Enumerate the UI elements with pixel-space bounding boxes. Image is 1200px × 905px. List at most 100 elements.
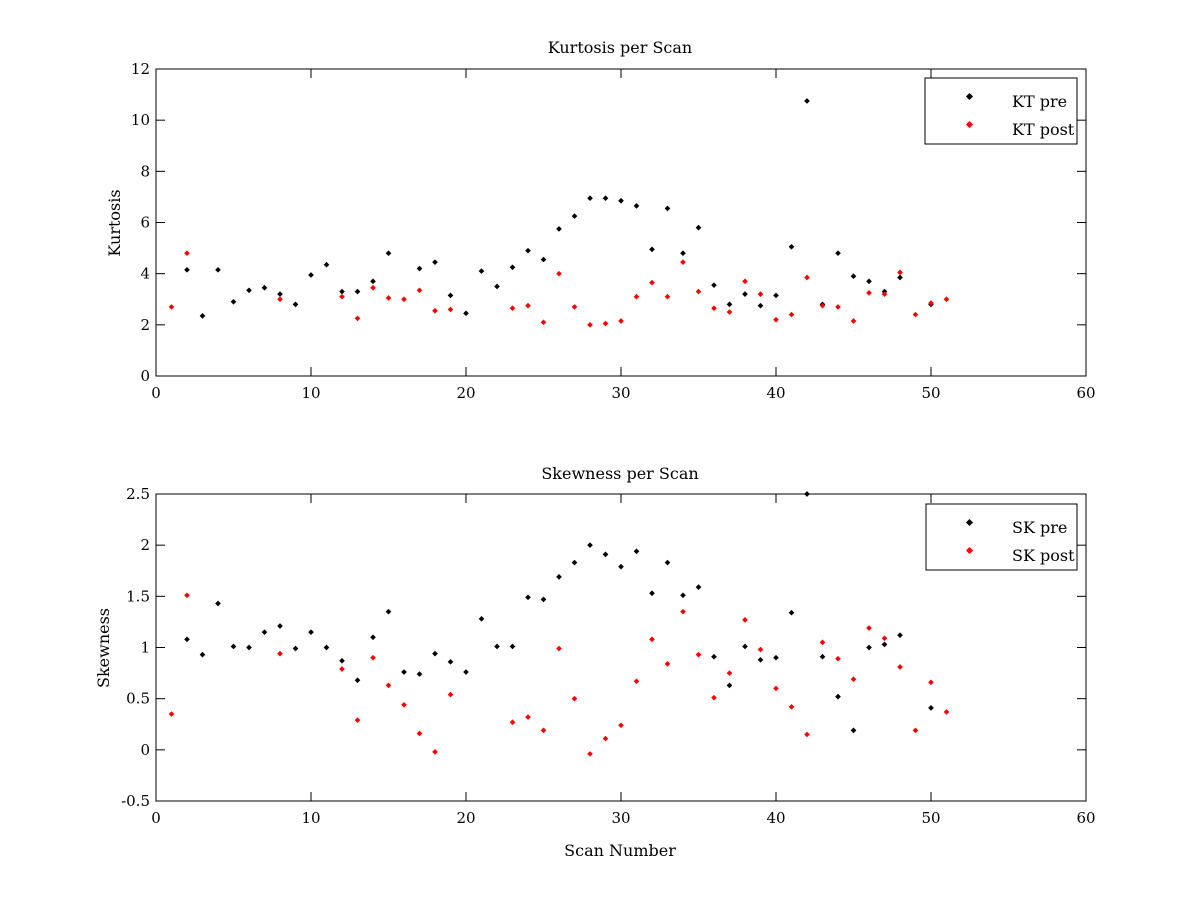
y-tick-label: 10 <box>131 111 150 129</box>
skewness-legend-label-pre: SK pre <box>1012 518 1067 537</box>
data-point-post <box>711 305 717 312</box>
data-point-pre <box>525 247 531 254</box>
data-point-post <box>757 291 764 297</box>
data-point-pre <box>835 693 841 700</box>
data-point-pre <box>199 651 206 658</box>
data-point-post <box>897 664 903 670</box>
data-point-pre <box>385 250 392 257</box>
skewness-legend-box <box>925 503 1078 571</box>
data-point-pre <box>463 310 469 317</box>
data-point-post <box>587 322 593 328</box>
x-tick-label: 60 <box>1076 809 1095 827</box>
data-point-pre <box>587 195 593 202</box>
data-point-post <box>757 646 764 653</box>
kurtosis-data-points <box>168 98 950 328</box>
data-point-post <box>788 704 795 710</box>
data-point-pre <box>308 272 314 278</box>
data-point-pre <box>184 267 190 273</box>
y-tick-label: 0.5 <box>126 690 150 708</box>
x-tick-label: 30 <box>611 384 630 402</box>
data-point-post <box>881 291 888 297</box>
data-point-post <box>835 655 841 662</box>
data-point-post <box>726 670 733 676</box>
data-point-pre <box>385 608 392 615</box>
kurtosis-y-axis-label: Kurtosis <box>105 189 124 256</box>
data-point-pre <box>199 313 206 319</box>
data-point-pre <box>354 677 361 684</box>
data-point-pre <box>711 653 717 660</box>
y-tick-label: 0 <box>140 741 150 759</box>
data-point-post <box>354 717 361 723</box>
data-point-pre <box>695 224 702 231</box>
skewness-title: Skewness per Scan <box>541 464 698 483</box>
x-tick-label: 10 <box>301 384 320 402</box>
data-point-post <box>680 608 686 615</box>
kurtosis-legend-box <box>924 77 1078 145</box>
skewness-y-axis-label: Skewness <box>94 608 113 688</box>
data-point-pre <box>664 205 671 212</box>
data-point-post <box>168 304 175 310</box>
data-point-pre <box>695 584 702 590</box>
x-tick-label: 10 <box>301 809 320 827</box>
kurtosis-legend-label-post: KT post <box>1012 120 1075 139</box>
data-point-post <box>432 749 438 755</box>
data-point-pre <box>866 278 872 285</box>
data-point-post <box>788 311 795 318</box>
y-tick-label: 2.5 <box>126 485 150 503</box>
data-point-pre <box>571 213 578 219</box>
data-point-post <box>773 685 779 692</box>
data-point-pre <box>416 265 423 272</box>
y-tick-label: 2 <box>140 536 150 554</box>
data-point-post <box>556 270 562 277</box>
data-point-post <box>742 278 748 285</box>
data-point-pre <box>478 616 485 622</box>
data-point-post <box>339 293 345 300</box>
data-point-post <box>649 636 655 643</box>
data-point-post <box>525 302 531 309</box>
data-point-post <box>664 661 671 667</box>
data-point-post <box>416 730 423 737</box>
data-point-post <box>401 296 407 303</box>
data-point-pre <box>664 559 671 566</box>
x-tick-label: 20 <box>456 809 475 827</box>
kurtosis-legend-marker-pre <box>965 92 974 101</box>
data-point-post <box>385 682 392 689</box>
data-point-pre <box>711 282 717 289</box>
data-point-pre <box>463 669 469 675</box>
data-point-post <box>618 722 624 729</box>
data-point-post <box>416 287 423 294</box>
data-point-pre <box>773 292 779 299</box>
data-point-pre <box>525 594 531 601</box>
data-point-pre <box>184 636 190 643</box>
data-point-post <box>168 711 175 717</box>
data-point-pre <box>742 291 748 297</box>
data-point-pre <box>618 563 624 570</box>
data-point-pre <box>261 284 268 291</box>
data-point-post <box>943 709 950 715</box>
y-tick-label: -0.5 <box>121 792 150 810</box>
skewness-axes-ticks: 0 10 20 30 40 50 60-0.500.511.522.5 <box>121 485 1095 827</box>
data-point-pre <box>292 301 299 308</box>
data-point-pre <box>835 250 841 257</box>
data-point-post <box>912 311 919 318</box>
data-point-post <box>928 300 934 306</box>
y-tick-label: 8 <box>140 162 150 180</box>
x-tick-label: 20 <box>456 384 475 402</box>
x-tick-label: 0 <box>151 809 161 827</box>
data-point-pre <box>277 291 283 297</box>
data-point-post <box>525 714 531 720</box>
data-point-pre <box>742 643 748 650</box>
data-point-post <box>432 307 438 314</box>
data-point-pre <box>370 634 376 641</box>
data-point-post <box>633 293 640 300</box>
y-tick-label: 12 <box>131 60 150 78</box>
data-point-pre <box>587 542 593 548</box>
data-point-pre <box>370 278 376 285</box>
skewness-plot: Skewness per Scan Skewness Scan Number 0… <box>94 464 1096 860</box>
data-point-pre <box>649 590 655 597</box>
skewness-legend-label-post: SK post <box>1012 546 1075 565</box>
x-tick-label: 50 <box>921 809 940 827</box>
data-point-post <box>401 701 407 708</box>
data-point-post <box>277 650 283 657</box>
